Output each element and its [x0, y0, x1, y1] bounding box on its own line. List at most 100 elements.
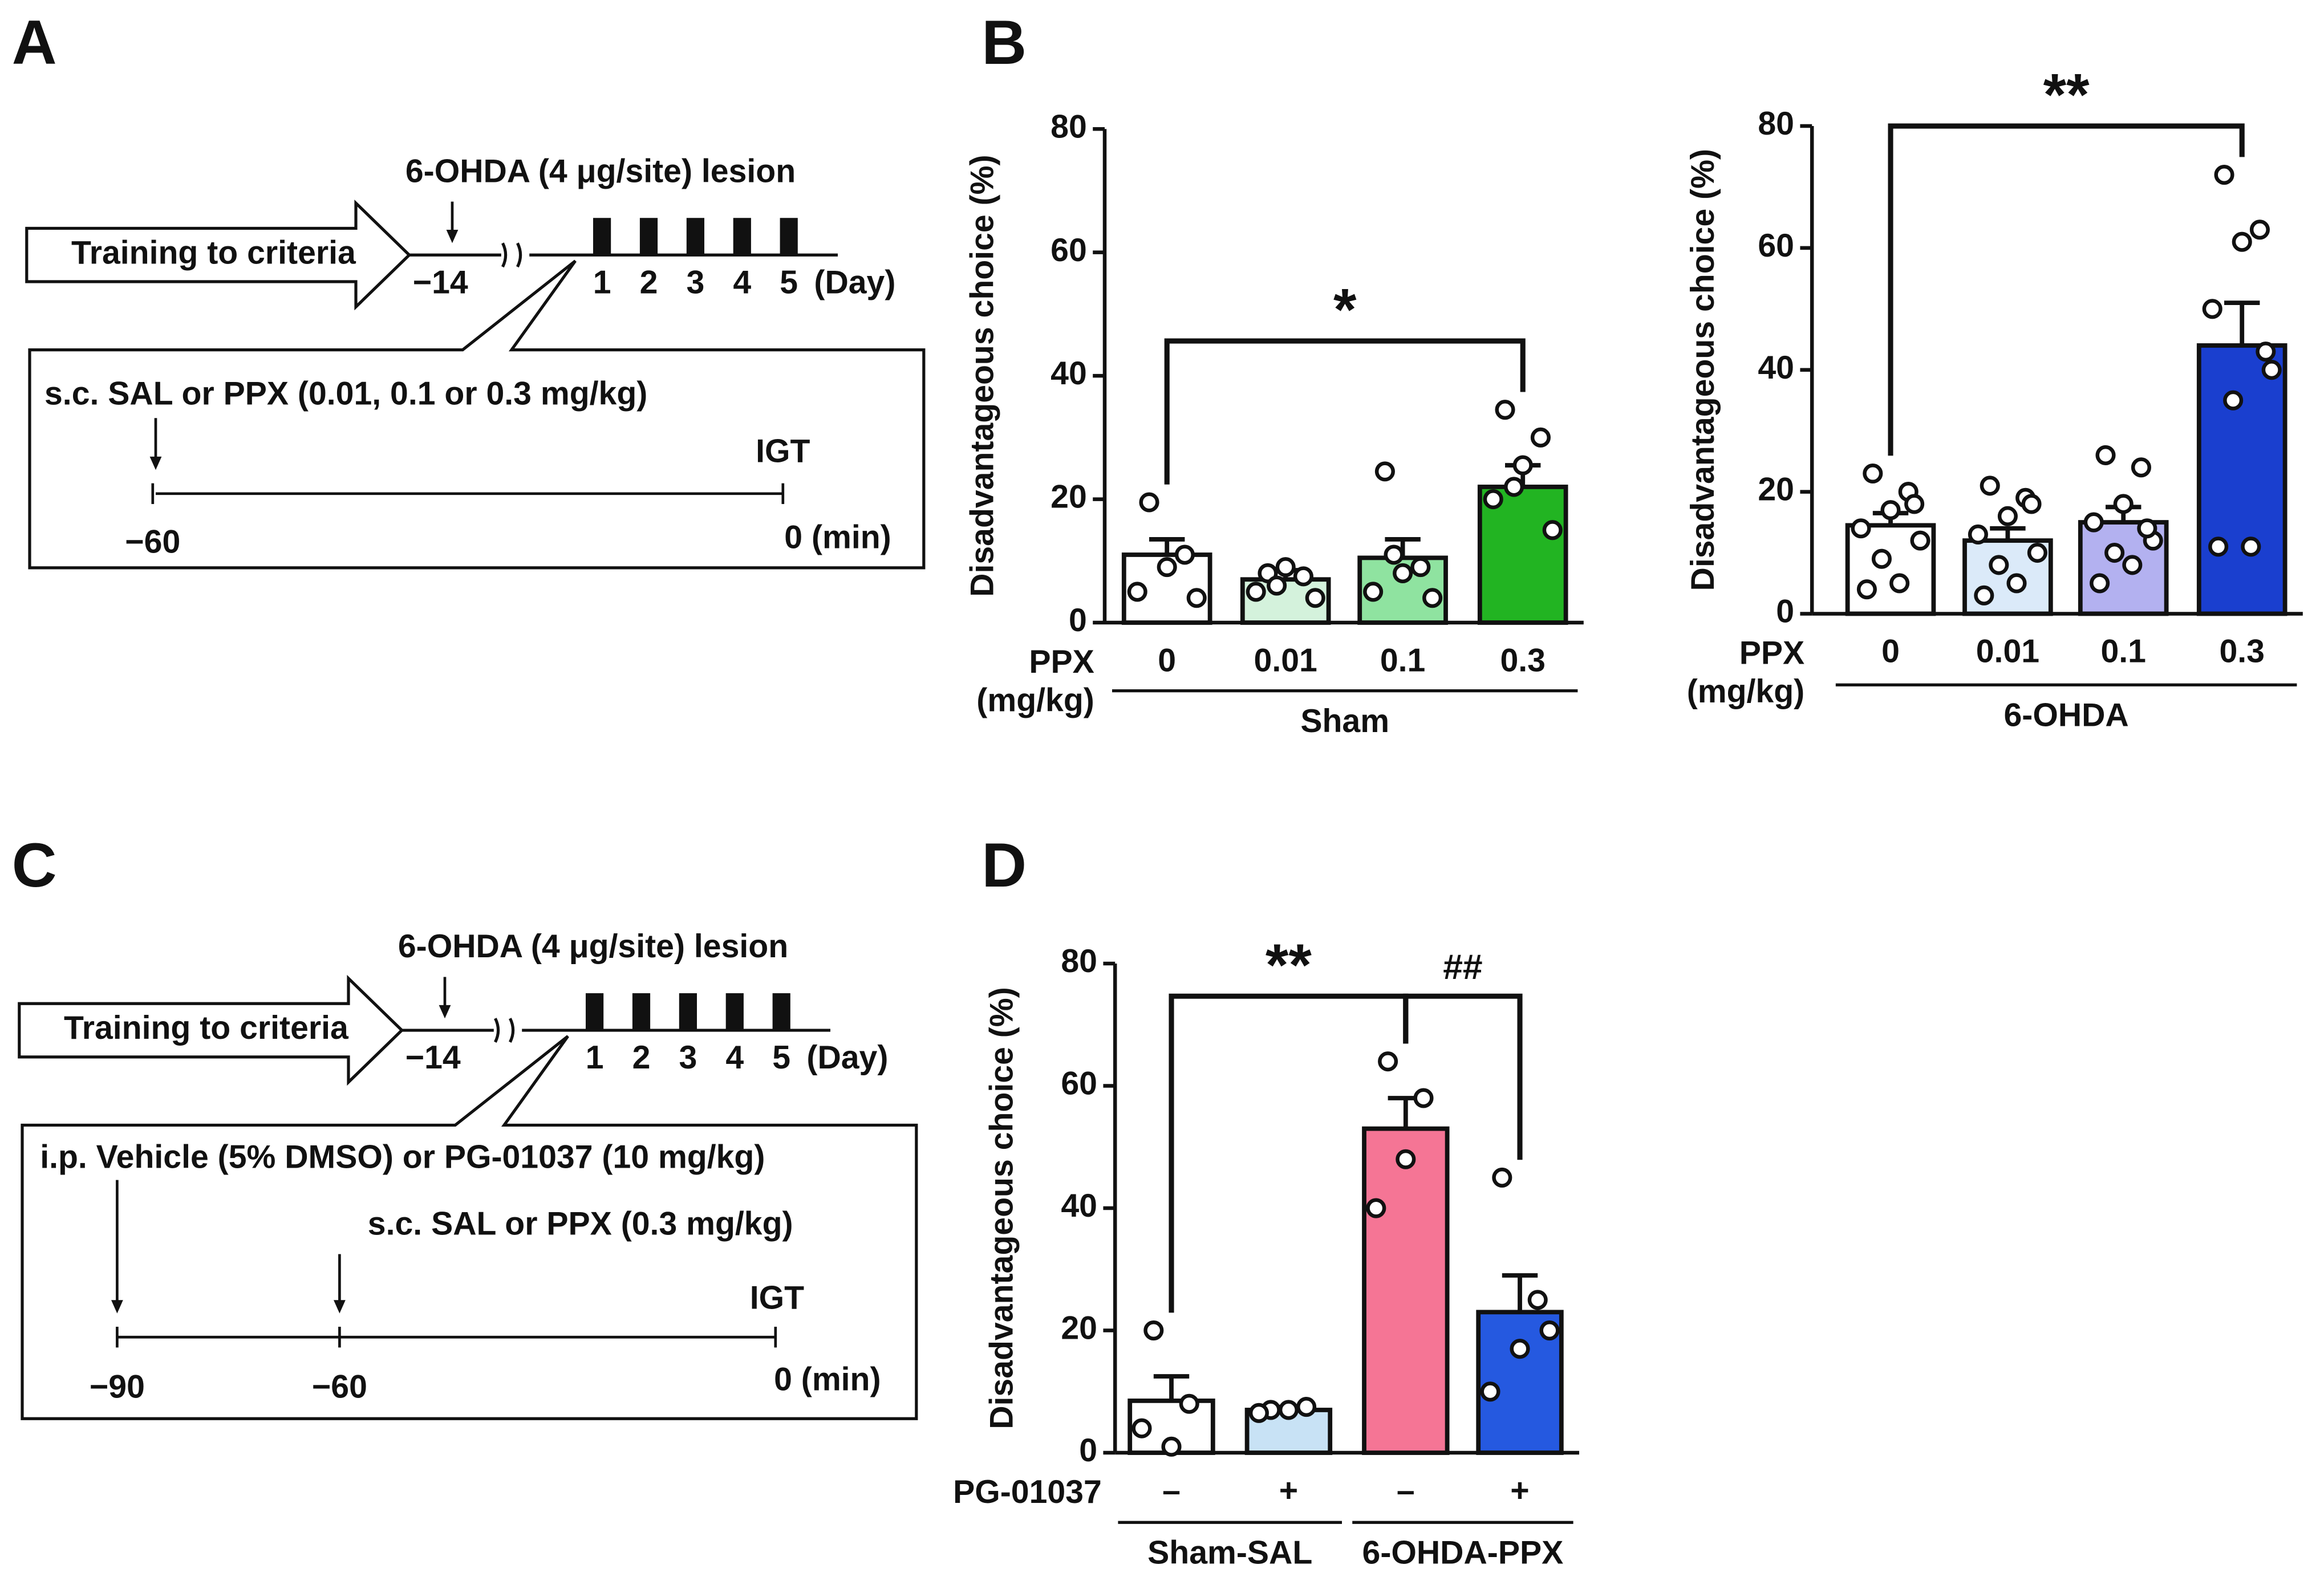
x-tick-label: 0.1	[2100, 633, 2146, 670]
group-label: 6-OHDA	[2004, 697, 2129, 734]
data-point	[2104, 542, 2125, 563]
data-point	[1161, 1436, 1182, 1457]
data-point	[2090, 573, 2110, 594]
day-label: 2	[632, 1039, 651, 1076]
group-label: 6-OHDA-PPX	[1362, 1535, 1564, 1571]
data-point	[1296, 1397, 1317, 1417]
data-point	[1422, 588, 1443, 608]
x-tick-label: +	[1279, 1472, 1298, 1509]
significance-label: ##	[1443, 948, 1482, 987]
significance-label: *	[1333, 277, 1357, 343]
data-point	[1393, 563, 1413, 584]
data-point	[1410, 557, 1431, 578]
y-axis-label: Disadvantageous choice (%)	[1685, 149, 1721, 591]
day-unit: (Day)	[814, 264, 895, 300]
x-tick-label: 0.1	[1380, 642, 1426, 678]
data-point	[2131, 457, 2151, 478]
y-tick-label: 20	[1061, 1310, 1097, 1347]
data-point	[2208, 537, 2229, 557]
data-point	[1980, 476, 2000, 496]
panel-label: A	[12, 8, 57, 78]
data-point	[1374, 461, 1395, 482]
x-axis-label: (mg/kg)	[1687, 673, 1805, 710]
time-label: −90	[90, 1368, 145, 1405]
data-point	[1910, 530, 1930, 551]
data-point	[2232, 231, 2252, 252]
data-point	[1480, 1381, 1500, 1402]
y-axis-label: Disadvantageous choice (%)	[983, 987, 1020, 1429]
panel-label: C	[12, 831, 57, 900]
training-label: Training to criteria	[71, 234, 356, 271]
bar	[2196, 343, 2288, 616]
day-label: 5	[780, 264, 798, 300]
data-point	[1492, 1167, 1512, 1188]
lesion-label: 6-OHDA (4 μg/site) lesion	[405, 153, 796, 189]
x-tick-label: 0.3	[1500, 642, 1546, 678]
test-day	[639, 218, 658, 255]
data-point	[1542, 520, 1563, 540]
x-tick-label: 0	[1881, 633, 1900, 670]
data-point	[1863, 463, 1883, 484]
day-label: 2	[640, 264, 658, 300]
arrow-head	[149, 456, 162, 470]
test-day	[679, 993, 697, 1031]
lesion-day: −14	[413, 264, 468, 300]
y-tick-label: 0	[1776, 594, 1794, 630]
data-point	[2241, 537, 2261, 557]
data-point	[2083, 512, 2104, 533]
data-point	[1396, 1149, 1416, 1169]
significance-bracket	[1164, 338, 1526, 485]
y-tick-label: 80	[1758, 105, 1794, 142]
treatment-label: i.p. Vehicle (5% DMSO) or PG-01037 (10 m…	[40, 1139, 765, 1175]
data-point	[2202, 299, 2222, 319]
y-axis-label: Disadvantageous choice (%)	[964, 155, 1001, 596]
significance-bracket	[1888, 123, 2245, 456]
data-point	[1539, 1320, 1560, 1341]
callout-box	[21, 1035, 918, 1420]
y-tick-label: 0	[1069, 602, 1087, 639]
time-label: −60	[125, 523, 180, 560]
y-tick-label: 60	[1061, 1066, 1097, 1102]
treatment-label: s.c. SAL or PPX (0.01, 0.1 or 0.3 mg/kg)	[44, 375, 647, 412]
data-point	[1127, 582, 1147, 602]
test-day	[593, 218, 611, 255]
training-arrow	[25, 200, 412, 311]
data-point	[2095, 445, 2116, 465]
data-point	[1248, 1403, 1269, 1423]
time-label: −60	[312, 1368, 367, 1405]
day-unit: (Day)	[806, 1039, 888, 1076]
bar	[1362, 1126, 1450, 1455]
y-tick-label: 80	[1051, 108, 1087, 145]
group-label: Sham	[1300, 703, 1389, 739]
data-point	[2214, 165, 2234, 185]
data-point	[2027, 542, 2047, 563]
y-tick-label: 40	[1061, 1188, 1097, 1224]
data-point	[1904, 494, 1925, 514]
data-point	[1495, 400, 1515, 420]
data-point	[1504, 477, 1524, 497]
day-label: 3	[679, 1039, 697, 1076]
data-point	[1530, 427, 1551, 448]
data-point	[1278, 1400, 1299, 1420]
day-label: 1	[593, 264, 611, 300]
x-tick-label: 0.01	[1976, 633, 2039, 670]
y-tick-label: 20	[1051, 479, 1087, 515]
data-point	[1413, 1088, 1434, 1108]
significance-bracket	[1403, 993, 1523, 1160]
x-tick-label: 0	[1158, 642, 1176, 678]
data-point	[2256, 342, 2276, 362]
test-label: IGT	[756, 433, 810, 470]
test-day	[632, 993, 651, 1031]
day-label: 3	[686, 264, 704, 300]
data-point	[1527, 1290, 1548, 1310]
significance-label: **	[2043, 62, 2090, 128]
arrow-head	[334, 1300, 346, 1314]
x-axis-label: (mg/kg)	[976, 682, 1094, 719]
data-point	[1143, 1320, 1164, 1341]
y-tick-label: 40	[1758, 349, 1794, 386]
data-point	[2006, 573, 2027, 594]
data-point	[1139, 492, 1159, 513]
y-tick-label: 80	[1061, 943, 1097, 980]
group-label: Sham-SAL	[1147, 1535, 1312, 1571]
